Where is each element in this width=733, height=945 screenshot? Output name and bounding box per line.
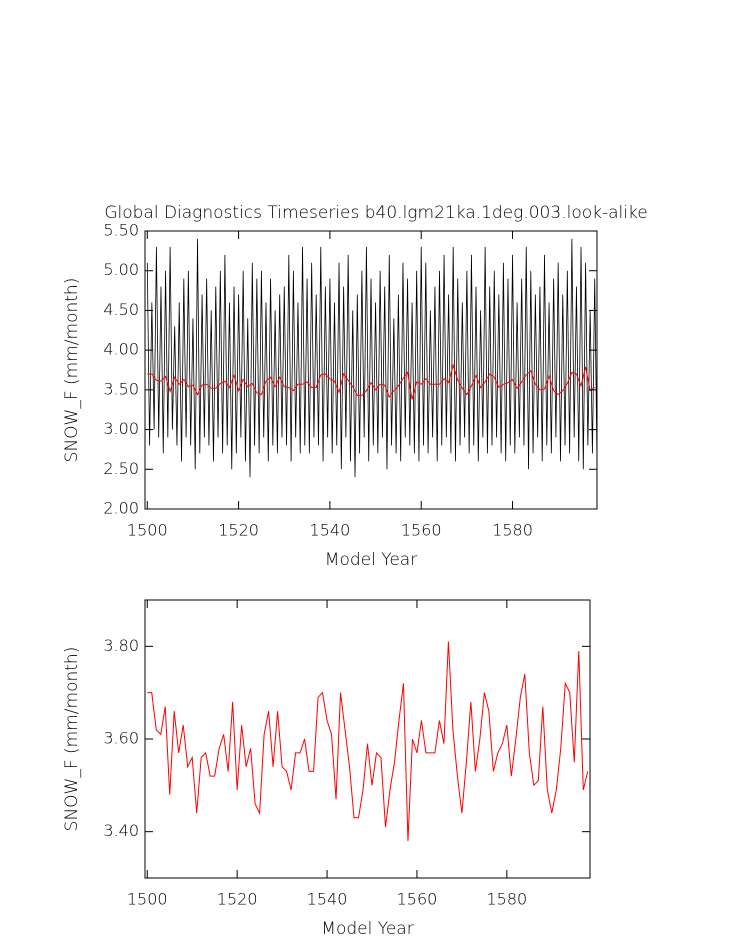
x-tick-label: 1580 — [492, 521, 533, 540]
plot-frame — [144, 599, 591, 879]
x-axis-label: Model Year — [321, 919, 413, 939]
y-axis-label: SNOW_F (mm/month) — [62, 647, 82, 832]
y-tick-label: 2.50 — [103, 459, 139, 478]
x-axis-label: Model Year — [325, 550, 417, 570]
y-tick-label: 2.00 — [103, 499, 139, 518]
x-tick-label: 1540 — [310, 521, 351, 540]
y-tick-label: 3.40 — [103, 821, 139, 840]
y-tick-label: 5.00 — [103, 260, 139, 279]
y-tick-label: 4.00 — [103, 340, 139, 359]
series-line — [147, 641, 589, 841]
y-tick-label: 5.50 — [103, 221, 139, 240]
x-tick-label: 1580 — [486, 890, 527, 909]
x-tick-label: 1500 — [127, 521, 168, 540]
plot-frame — [144, 230, 598, 510]
x-tick-label: 1560 — [401, 521, 442, 540]
series-line — [146, 238, 598, 478]
x-tick-label: 1500 — [127, 890, 168, 909]
x-tick-label: 1540 — [307, 890, 348, 909]
y-tick-label: 4.50 — [103, 300, 139, 319]
y-tick-label: 3.50 — [103, 379, 139, 398]
y-tick-label: 3.60 — [103, 729, 139, 748]
y-tick-label: 3.00 — [103, 419, 139, 438]
x-tick-label: 1560 — [397, 890, 438, 909]
x-tick-label: 1520 — [217, 890, 258, 909]
y-axis-label: SNOW_F (mm/month) — [62, 278, 82, 463]
series-line — [147, 363, 596, 400]
y-tick-label: 3.80 — [103, 636, 139, 655]
chart-title: Global Diagnostics Timeseries b40.lgm21k… — [104, 203, 647, 223]
x-tick-label: 1520 — [218, 521, 259, 540]
